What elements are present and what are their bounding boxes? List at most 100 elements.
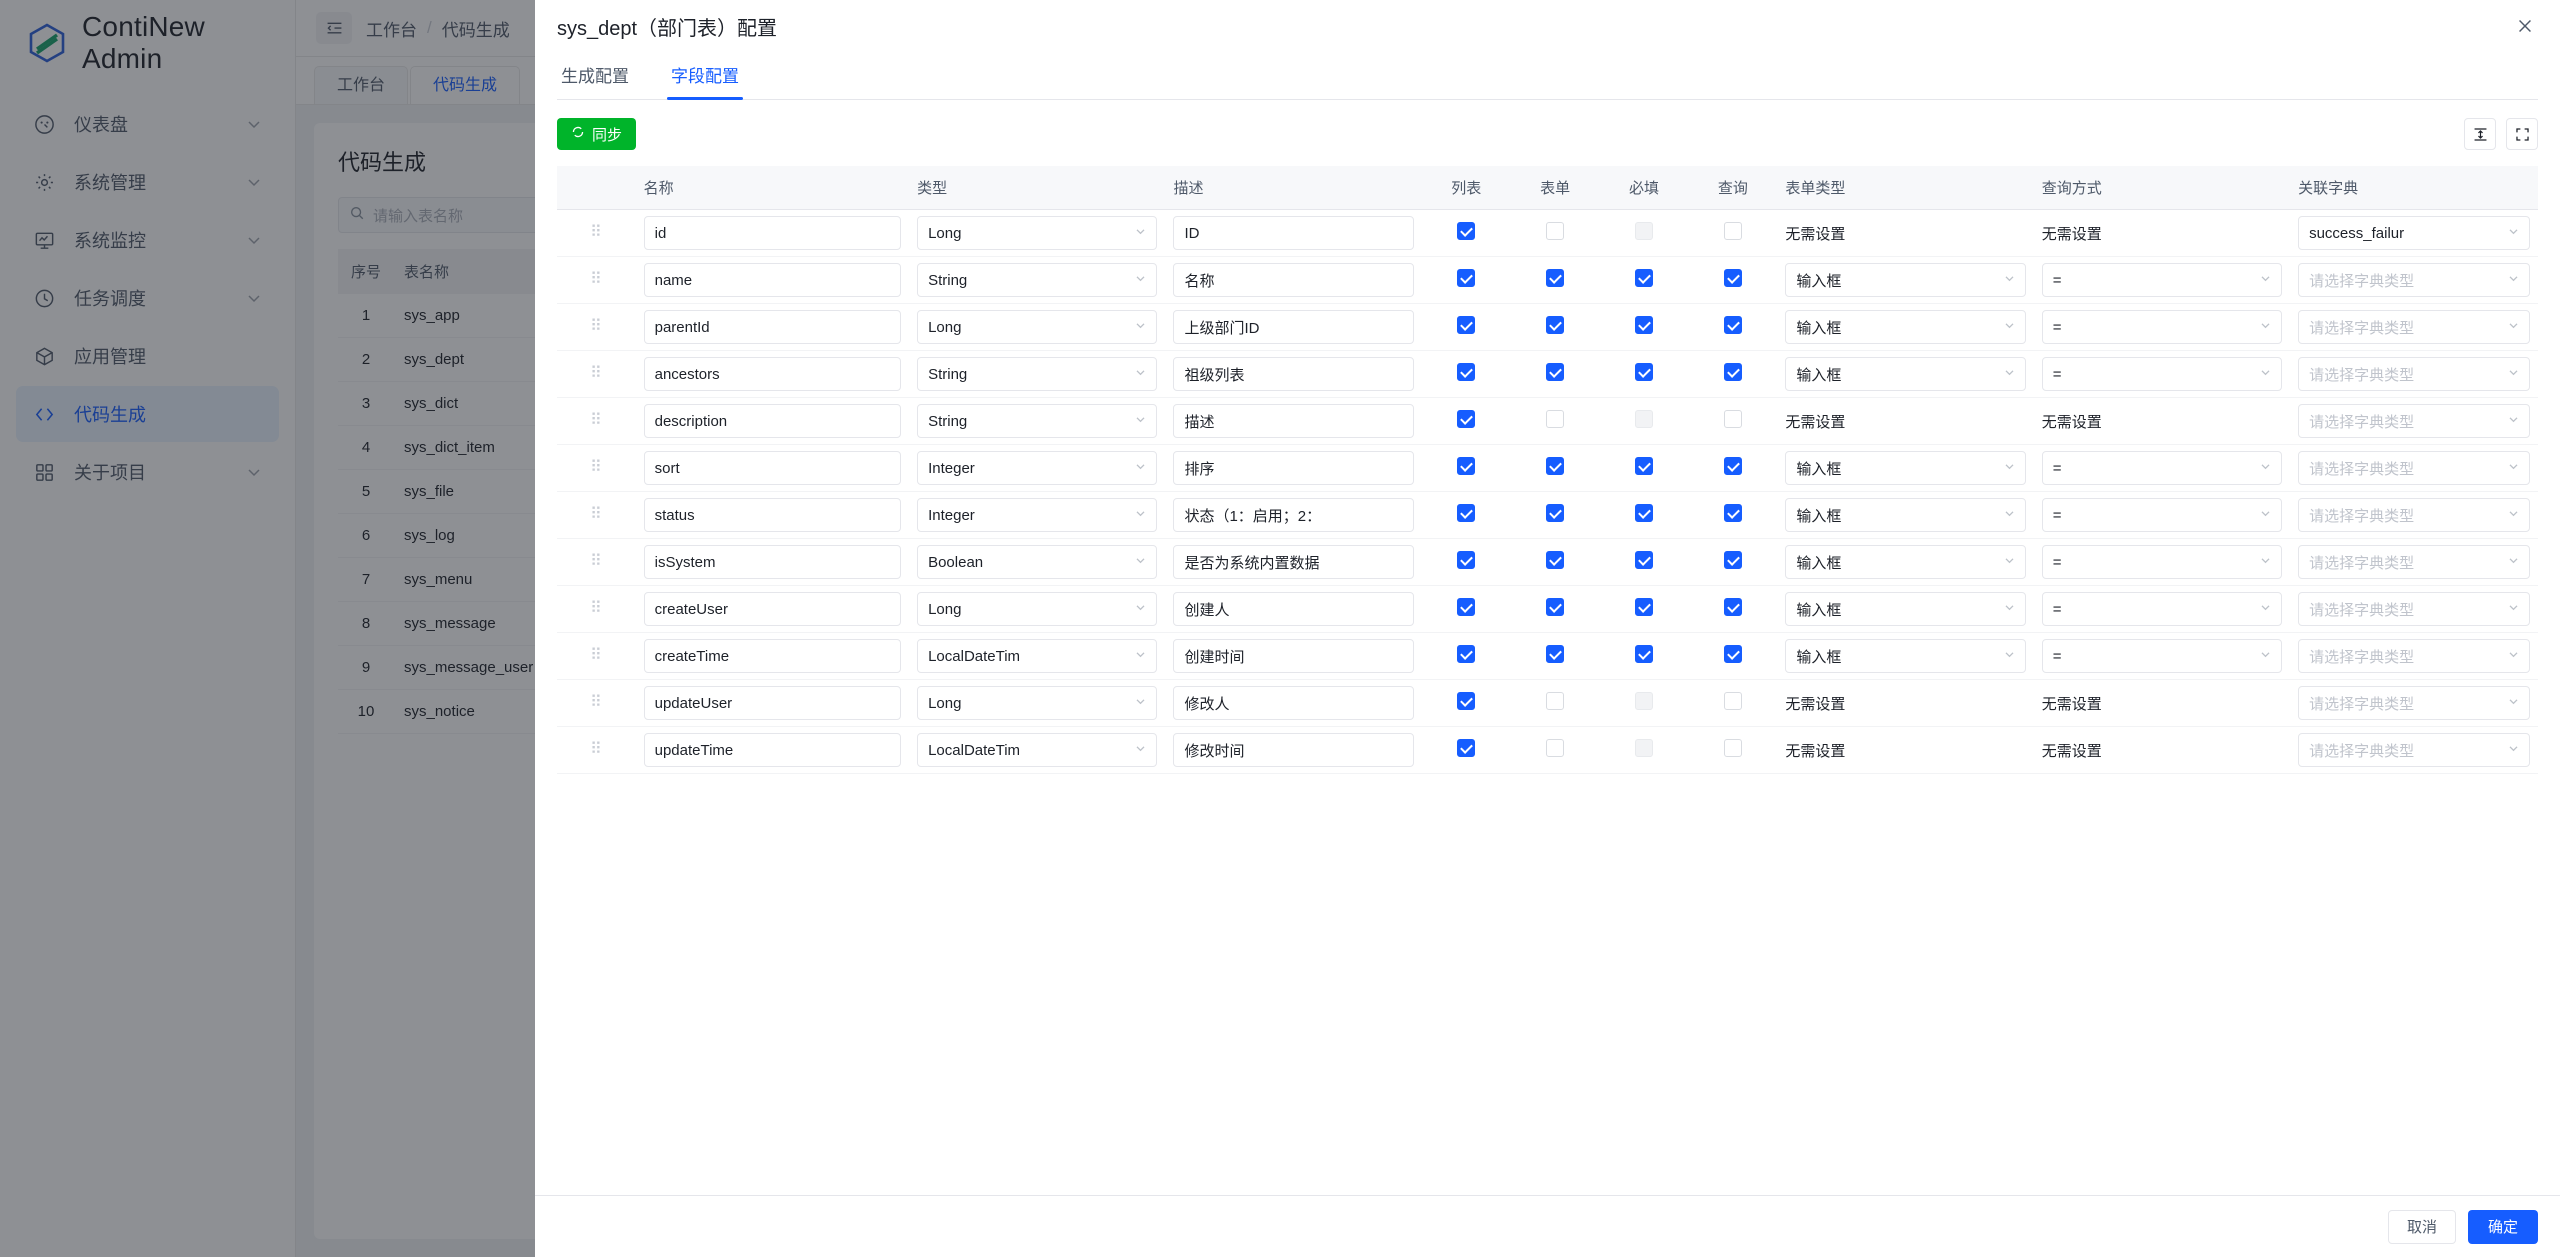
dict-select[interactable]: 请选择字典类型 — [2290, 303, 2538, 351]
field-type-select[interactable]: LocalDateTim — [909, 726, 1166, 774]
dict-select[interactable]: 请选择字典类型 — [2290, 256, 2538, 304]
query-type-select[interactable]: = — [2033, 303, 2291, 351]
checkbox-required[interactable] — [1599, 538, 1689, 586]
sync-button[interactable]: 同步 — [557, 118, 637, 150]
dict-select[interactable]: success_failur — [2290, 209, 2538, 257]
query-type-select[interactable]: = — [2033, 491, 2291, 539]
row-height-icon[interactable] — [2464, 118, 2496, 150]
drag-handle-icon[interactable]: ⠿ — [557, 256, 636, 304]
checkbox-list[interactable] — [1421, 256, 1511, 304]
field-name-input[interactable]: sort — [635, 444, 910, 492]
checkbox-query[interactable] — [1688, 444, 1778, 492]
checkbox-form[interactable] — [1510, 350, 1600, 398]
field-name-input[interactable]: description — [635, 397, 910, 445]
query-type-select[interactable]: = — [2033, 444, 2291, 492]
checkbox-query[interactable] — [1688, 679, 1778, 727]
checkbox-query[interactable] — [1688, 256, 1778, 304]
drag-handle-icon[interactable]: ⠿ — [557, 726, 636, 774]
query-type-select[interactable]: = — [2033, 585, 2291, 633]
drag-handle-icon[interactable]: ⠿ — [557, 444, 636, 492]
field-desc-input[interactable]: 描述 — [1165, 397, 1422, 445]
field-type-select[interactable]: String — [909, 397, 1166, 445]
field-type-select[interactable]: Boolean — [909, 538, 1166, 586]
field-type-select[interactable]: LocalDateTim — [909, 632, 1166, 680]
dict-select[interactable]: 请选择字典类型 — [2290, 538, 2538, 586]
dict-select[interactable]: 请选择字典类型 — [2290, 726, 2538, 774]
field-desc-input[interactable]: 修改人 — [1165, 679, 1422, 727]
checkbox-required[interactable] — [1599, 632, 1689, 680]
field-type-select[interactable]: String — [909, 350, 1166, 398]
checkbox-list[interactable] — [1421, 679, 1511, 727]
checkbox-form[interactable] — [1510, 256, 1600, 304]
form-type-select[interactable]: 输入框 — [1777, 632, 2034, 680]
field-name-input[interactable]: ancestors — [635, 350, 910, 398]
checkbox-required[interactable] — [1599, 350, 1689, 398]
checkbox-form[interactable] — [1510, 491, 1600, 539]
form-type-select[interactable]: 输入框 — [1777, 256, 2034, 304]
field-desc-input[interactable]: 创建人 — [1165, 585, 1422, 633]
drag-handle-icon[interactable]: ⠿ — [557, 303, 636, 351]
drag-handle-icon[interactable]: ⠿ — [557, 350, 636, 398]
checkbox-query[interactable] — [1688, 491, 1778, 539]
checkbox-form[interactable] — [1510, 397, 1600, 445]
checkbox-query[interactable] — [1688, 632, 1778, 680]
dict-select[interactable]: 请选择字典类型 — [2290, 585, 2538, 633]
dict-select[interactable]: 请选择字典类型 — [2290, 679, 2538, 727]
checkbox-form[interactable] — [1510, 679, 1600, 727]
checkbox-form[interactable] — [1510, 585, 1600, 633]
checkbox-query[interactable] — [1688, 209, 1778, 257]
checkbox-required[interactable] — [1599, 491, 1689, 539]
field-name-input[interactable]: isSystem — [635, 538, 910, 586]
field-desc-input[interactable]: 名称 — [1165, 256, 1422, 304]
field-type-select[interactable]: Long — [909, 679, 1166, 727]
checkbox-list[interactable] — [1421, 350, 1511, 398]
drag-handle-icon[interactable]: ⠿ — [557, 491, 636, 539]
query-type-select[interactable]: = — [2033, 256, 2291, 304]
dict-select[interactable]: 请选择字典类型 — [2290, 444, 2538, 492]
field-name-input[interactable]: updateUser — [635, 679, 910, 727]
checkbox-list[interactable] — [1421, 444, 1511, 492]
checkbox-query[interactable] — [1688, 350, 1778, 398]
checkbox-required[interactable] — [1599, 444, 1689, 492]
checkbox-query[interactable] — [1688, 538, 1778, 586]
field-name-input[interactable]: id — [635, 209, 910, 257]
checkbox-required[interactable] — [1599, 585, 1689, 633]
query-type-select[interactable]: = — [2033, 538, 2291, 586]
close-icon[interactable] — [2510, 11, 2540, 41]
confirm-button[interactable]: 确定 — [2467, 1209, 2538, 1244]
drag-handle-icon[interactable]: ⠿ — [557, 585, 636, 633]
field-name-input[interactable]: status — [635, 491, 910, 539]
form-type-select[interactable]: 输入框 — [1777, 444, 2034, 492]
checkbox-query[interactable] — [1688, 585, 1778, 633]
form-type-select[interactable]: 输入框 — [1777, 491, 2034, 539]
field-type-select[interactable]: Long — [909, 303, 1166, 351]
fullscreen-icon[interactable] — [2506, 118, 2538, 150]
field-desc-input[interactable]: 修改时间 — [1165, 726, 1422, 774]
checkbox-list[interactable] — [1421, 303, 1511, 351]
checkbox-form[interactable] — [1510, 538, 1600, 586]
checkbox-form[interactable] — [1510, 303, 1600, 351]
field-desc-input[interactable]: ID — [1165, 209, 1422, 257]
dict-select[interactable]: 请选择字典类型 — [2290, 350, 2538, 398]
field-name-input[interactable]: createUser — [635, 585, 910, 633]
form-type-select[interactable]: 输入框 — [1777, 538, 2034, 586]
checkbox-form[interactable] — [1510, 444, 1600, 492]
checkbox-list[interactable] — [1421, 632, 1511, 680]
checkbox-form[interactable] — [1510, 209, 1600, 257]
field-name-input[interactable]: parentId — [635, 303, 910, 351]
checkbox-list[interactable] — [1421, 585, 1511, 633]
checkbox-list[interactable] — [1421, 491, 1511, 539]
query-type-select[interactable]: = — [2033, 350, 2291, 398]
form-type-select[interactable]: 输入框 — [1777, 585, 2034, 633]
checkbox-required[interactable] — [1599, 303, 1689, 351]
tab-field-config[interactable]: 字段配置 — [667, 52, 743, 100]
checkbox-list[interactable] — [1421, 209, 1511, 257]
dict-select[interactable]: 请选择字典类型 — [2290, 397, 2538, 445]
field-type-select[interactable]: Integer — [909, 444, 1166, 492]
field-desc-input[interactable]: 创建时间 — [1165, 632, 1422, 680]
field-name-input[interactable]: updateTime — [635, 726, 910, 774]
checkbox-list[interactable] — [1421, 538, 1511, 586]
field-desc-input[interactable]: 排序 — [1165, 444, 1422, 492]
tab-generate-config[interactable]: 生成配置 — [561, 67, 629, 86]
field-type-select[interactable]: String — [909, 256, 1166, 304]
